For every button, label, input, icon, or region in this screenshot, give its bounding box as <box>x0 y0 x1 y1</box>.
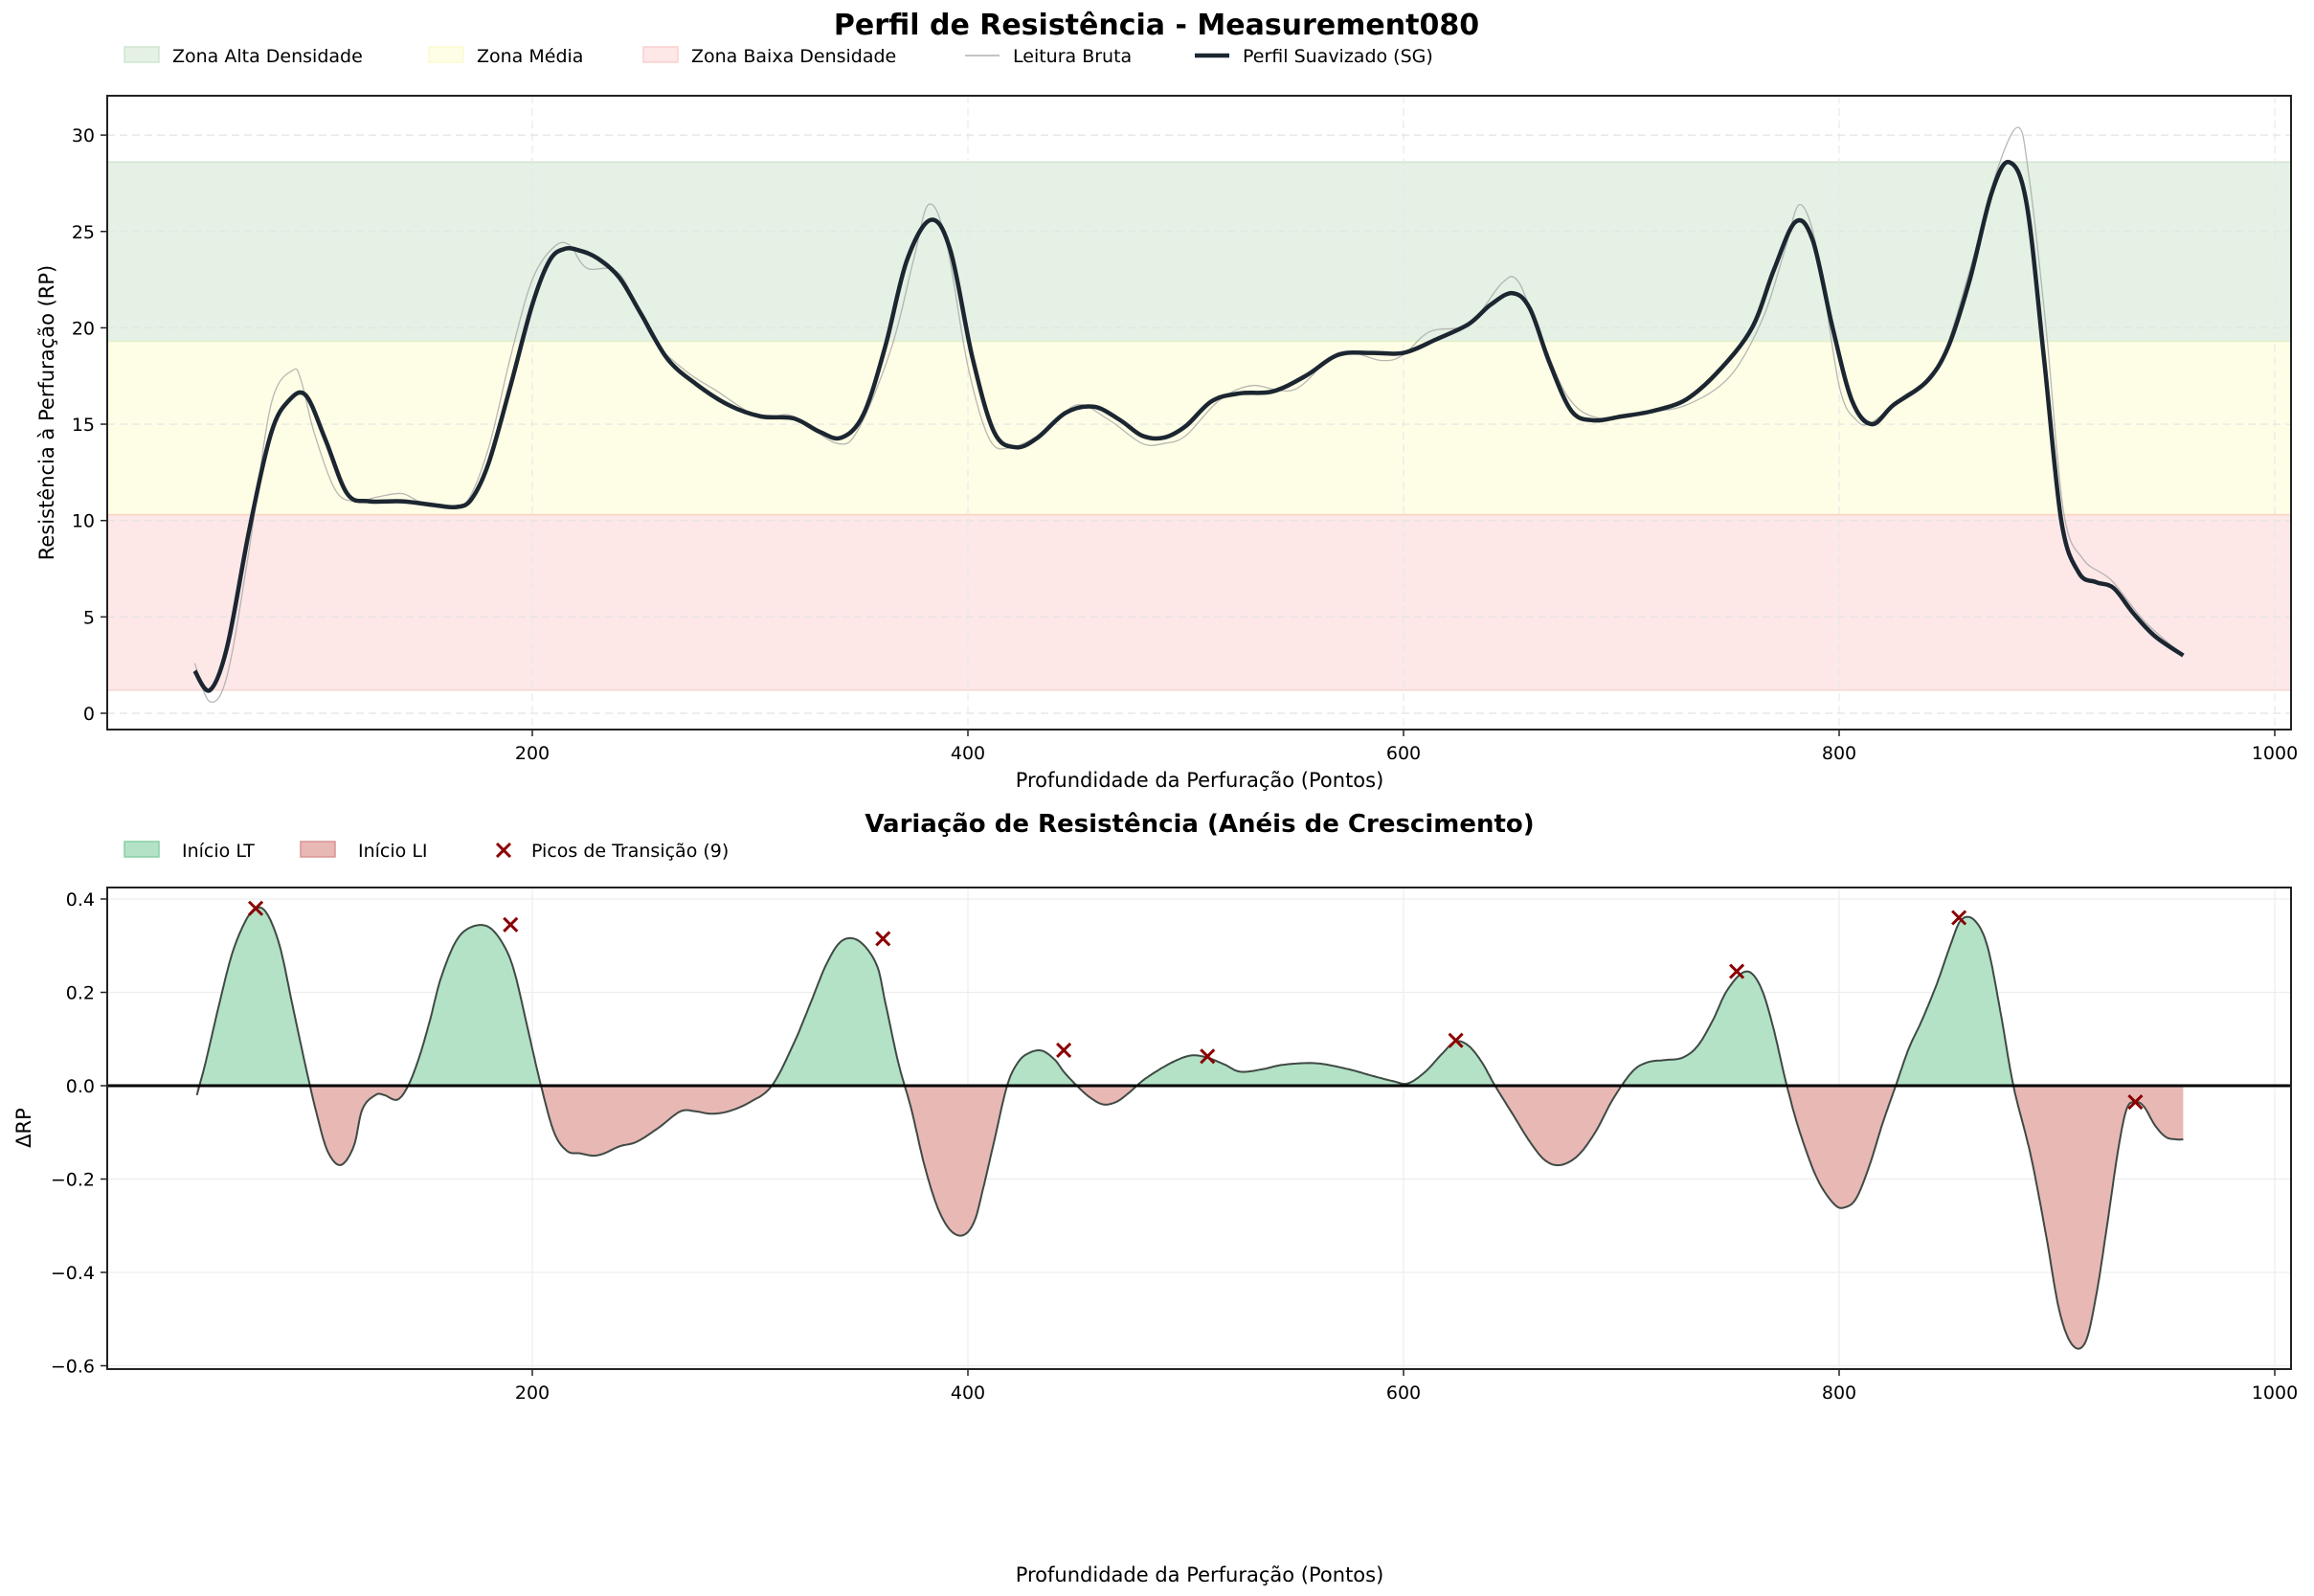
peak-x-stroke <box>248 900 264 916</box>
x-tick-label: 1000 <box>2252 1382 2298 1404</box>
y-tick-label: 20 <box>72 318 95 339</box>
y-tick-label: 15 <box>72 415 95 436</box>
y-tick-label: 5 <box>83 607 95 628</box>
legend-swatch <box>300 841 336 858</box>
peak-x-stroke <box>503 916 519 933</box>
bottom-plot-frame <box>106 887 2292 1370</box>
legend-label: Picos de Transição (9) <box>531 841 729 862</box>
zone-band <box>108 514 2290 690</box>
delta-rp-line <box>195 906 2185 1350</box>
transition-peak-marker <box>248 900 264 916</box>
y-tick-label: 0.2 <box>66 983 95 1004</box>
transition-peak-marker <box>2127 1094 2144 1111</box>
positive-area-lt <box>196 907 2184 1086</box>
top-zones <box>108 161 2290 691</box>
top-y-ticks: 0 5 10 15 20 25 30 <box>72 125 107 725</box>
bottom-y-ticks: −0.6 −0.4 −0.2 0.0 0.2 0.4 <box>51 889 107 1378</box>
transition-peak-marker <box>1729 963 1745 979</box>
legend-label: Início LT <box>182 841 255 862</box>
legend-marker <box>495 842 512 859</box>
legend-label: Zona Média <box>477 46 583 67</box>
zone-band <box>108 341 2290 515</box>
bottom-series <box>107 900 2291 1350</box>
x-tick-label: 600 <box>1386 743 1421 764</box>
x-tick-label: 600 <box>1386 1382 1421 1404</box>
top-series <box>192 126 2185 703</box>
x-tick-label: 200 <box>515 743 550 764</box>
bottom-x-ticks: 200 400 600 800 1000 <box>515 1369 2298 1404</box>
peak-x-stroke <box>1951 910 1967 926</box>
x-tick-label: 200 <box>515 1382 550 1404</box>
legend-label: Leitura Bruta <box>1013 46 1132 67</box>
legend-marker-stroke <box>495 842 512 859</box>
negative-area-li <box>196 1086 2184 1349</box>
top-x-axis-label: Profundidade da Perfuração (Pontos) <box>1016 769 1384 792</box>
y-tick-label: −0.4 <box>51 1263 95 1284</box>
bottom-x-axis-label: Profundidade da Perfuração (Pontos) <box>1016 1563 1384 1586</box>
y-tick-label: 0.4 <box>66 889 95 910</box>
legend-swatch <box>124 841 160 858</box>
legend-swatch <box>642 46 679 63</box>
legend-swatch <box>124 46 160 63</box>
bottom-legend: Início LT Início LI Picos de Transição (9) <box>124 841 729 862</box>
transition-peak-marker <box>1448 1032 1464 1048</box>
legend-swatch <box>428 46 464 63</box>
x-tick-label: 400 <box>951 1382 985 1404</box>
transition-peak-marker <box>1951 910 1967 926</box>
y-tick-label: 10 <box>72 511 95 532</box>
transition-peak-marker <box>503 916 519 933</box>
top-x-ticks: 200 400 600 800 1000 <box>515 730 2298 764</box>
legend-label: Zona Baixa Densidade <box>691 46 896 67</box>
y-tick-label: −0.2 <box>51 1170 95 1191</box>
zone-band <box>108 162 2290 342</box>
legend-label: Início LI <box>358 841 428 862</box>
x-tick-label: 800 <box>1822 1382 1856 1404</box>
top-chart: Perfil de Resistência - Measurement080 Z… <box>35 9 2298 792</box>
y-tick-label: −0.6 <box>51 1357 95 1378</box>
bottom-chart: Variação de Resistência (Anéis de Cresci… <box>12 810 2298 1586</box>
y-tick-label: 0 <box>83 704 95 725</box>
legend-label: Zona Alta Densidade <box>172 46 363 67</box>
legend-label: Perfil Suavizado (SG) <box>1243 46 1433 67</box>
top-legend: Zona Alta Densidade Zona Média Zona Baixa … <box>124 46 1433 67</box>
smoothed-profile-line <box>192 160 2185 693</box>
transition-peak-marker <box>1200 1048 1216 1065</box>
peak-x-stroke <box>1729 963 1745 979</box>
top-chart-title: Perfil de Resistência - Measurement080 <box>834 9 1479 42</box>
top-y-axis-label: Resistência à Perfuração (RP) <box>35 265 58 560</box>
y-tick-label: 0.0 <box>66 1076 95 1097</box>
transition-peak-marker <box>1056 1042 1072 1059</box>
peak-x-stroke <box>1200 1048 1216 1065</box>
y-tick-label: 25 <box>72 222 95 243</box>
peak-x-stroke <box>875 931 891 947</box>
y-tick-label: 30 <box>72 125 95 146</box>
top-grid <box>107 96 2291 730</box>
top-plot-frame <box>106 95 2292 731</box>
x-tick-label: 400 <box>951 743 985 764</box>
bottom-chart-title: Variação de Resistência (Anéis de Cresci… <box>865 810 1534 839</box>
bottom-y-axis-label: ΔRP <box>12 1108 35 1148</box>
peak-x-stroke <box>1448 1032 1464 1048</box>
peak-x-stroke <box>1056 1042 1072 1059</box>
x-tick-label: 800 <box>1822 743 1856 764</box>
transition-peak-marker <box>875 931 891 947</box>
x-tick-label: 1000 <box>2252 743 2298 764</box>
peak-x-stroke <box>2127 1094 2144 1111</box>
